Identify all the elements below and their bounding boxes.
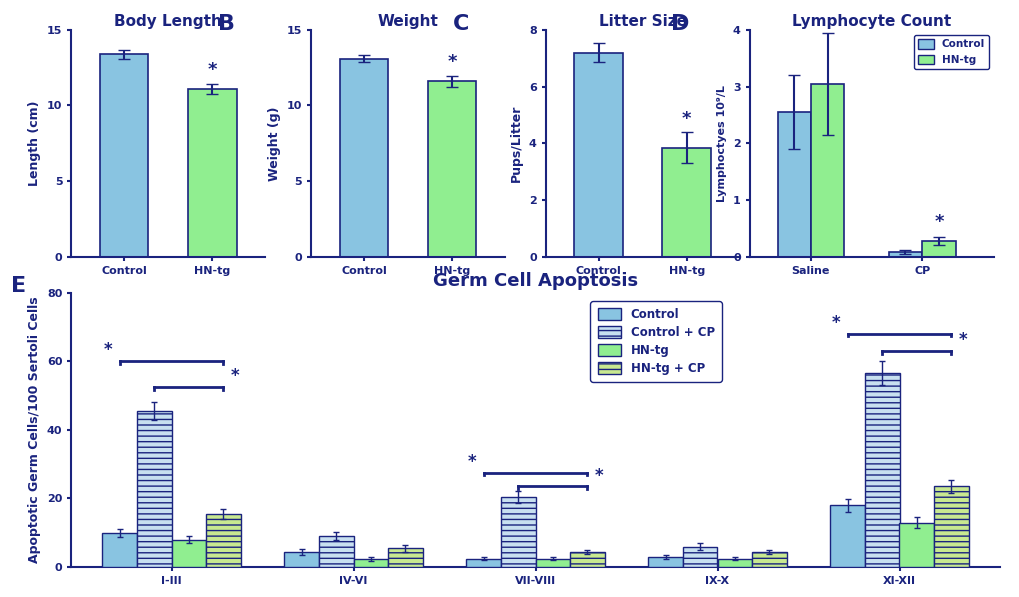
Bar	[574, 53, 623, 257]
Bar	[354, 559, 387, 567]
Bar	[339, 59, 388, 257]
Text: C: C	[452, 14, 469, 34]
Title: Litter Size: Litter Size	[598, 14, 686, 29]
Text: *: *	[682, 110, 691, 128]
Bar	[319, 536, 354, 567]
Bar	[661, 147, 710, 257]
Title: Lymphocyte Count: Lymphocyte Count	[792, 14, 951, 29]
Bar	[810, 84, 844, 257]
Y-axis label: Pups/Litter: Pups/Litter	[510, 104, 523, 182]
Text: *: *	[958, 331, 966, 349]
Bar	[284, 552, 319, 567]
Text: *: *	[447, 54, 457, 72]
Text: B: B	[218, 14, 234, 34]
Bar	[206, 514, 240, 567]
Text: *: *	[594, 467, 602, 485]
Text: *: *	[933, 213, 943, 231]
Bar	[776, 112, 810, 257]
Bar	[187, 89, 236, 257]
Bar	[427, 81, 476, 257]
Bar	[683, 547, 716, 567]
Text: *: *	[468, 453, 476, 471]
Bar	[466, 559, 500, 567]
Title: Weight: Weight	[377, 14, 438, 29]
Bar	[716, 559, 751, 567]
Text: E: E	[11, 276, 26, 296]
Title: Germ Cell Apoptosis: Germ Cell Apoptosis	[432, 272, 638, 290]
Legend: Control, Control + CP, HN-tg, HN-tg + CP: Control, Control + CP, HN-tg, HN-tg + CP	[590, 301, 721, 381]
Bar	[751, 552, 786, 567]
Text: *: *	[208, 61, 217, 79]
Bar	[100, 54, 149, 257]
Text: *: *	[230, 367, 239, 385]
Bar	[500, 497, 535, 567]
Bar	[137, 411, 171, 567]
Y-axis label: Length (cm): Length (cm)	[29, 100, 42, 186]
Text: *: *	[830, 314, 840, 332]
Text: D: D	[671, 14, 689, 34]
Y-axis label: Weight (g): Weight (g)	[268, 106, 281, 180]
Bar	[102, 533, 137, 567]
Bar	[535, 559, 570, 567]
Bar	[864, 373, 899, 567]
Bar	[888, 252, 921, 257]
Legend: Control, HN-tg: Control, HN-tg	[913, 35, 988, 69]
Bar	[387, 548, 422, 567]
Bar	[171, 540, 206, 567]
Text: *: *	[104, 341, 112, 359]
Bar	[899, 522, 933, 567]
Bar	[570, 552, 604, 567]
Bar	[648, 557, 683, 567]
Title: Body Length: Body Length	[114, 14, 222, 29]
Bar	[933, 487, 968, 567]
Y-axis label: Lymphoctyes 10⁹/L: Lymphoctyes 10⁹/L	[716, 85, 727, 202]
Y-axis label: Apoptotic Germ Cells/100 Sertoli Cells: Apoptotic Germ Cells/100 Sertoli Cells	[29, 297, 42, 563]
Bar	[829, 505, 864, 567]
Bar	[921, 241, 955, 257]
